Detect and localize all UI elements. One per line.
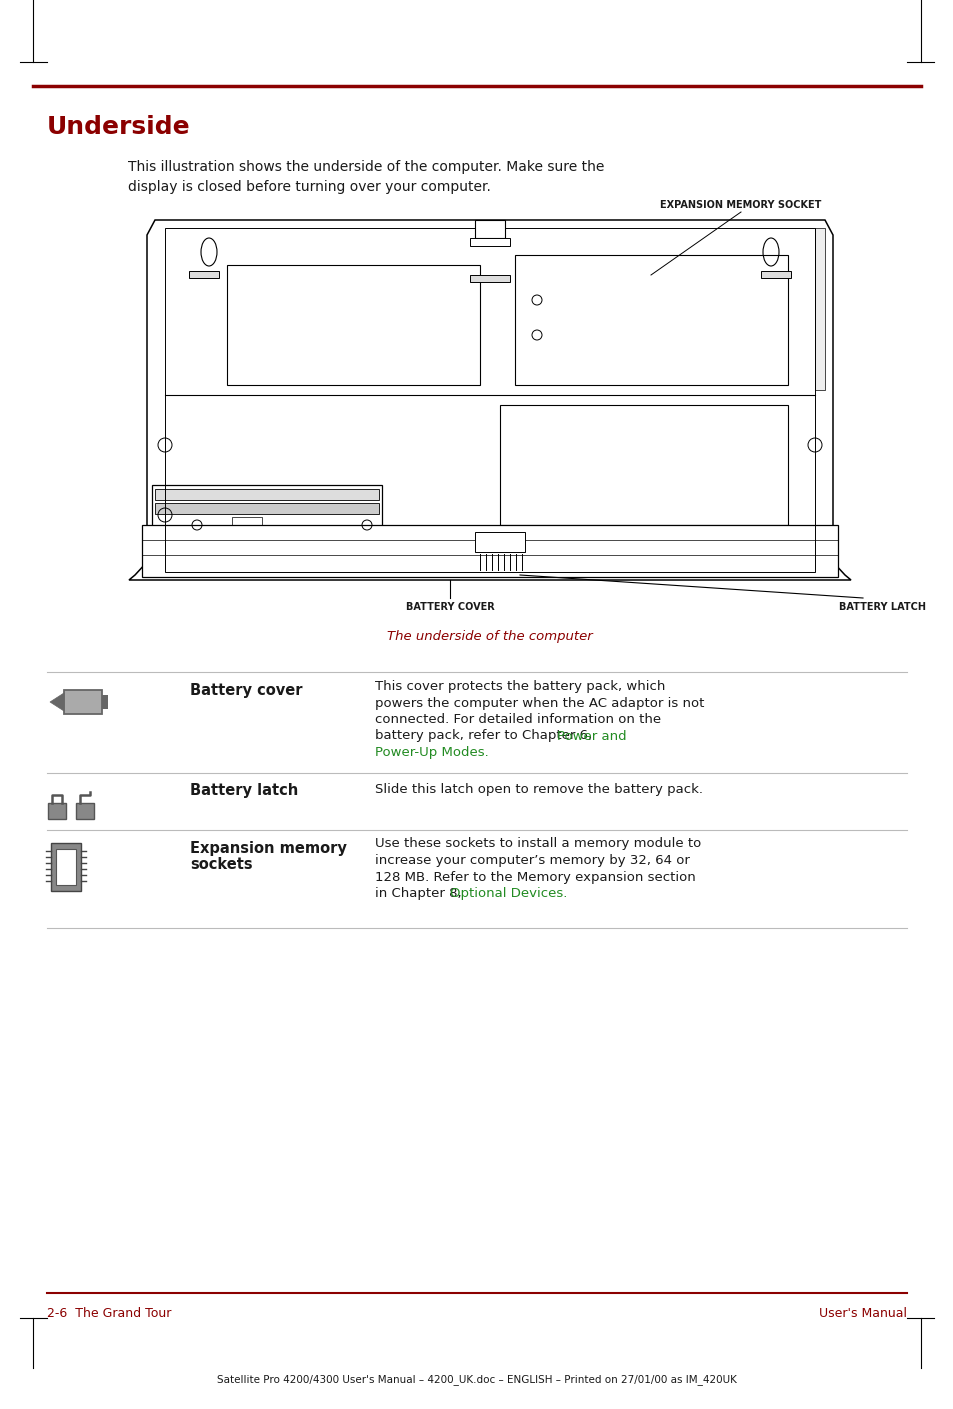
Text: BATTERY LATCH: BATTERY LATCH xyxy=(839,602,925,612)
Text: powers the computer when the AC adaptor is not: powers the computer when the AC adaptor … xyxy=(375,696,703,710)
Text: This illustration shows the underside of the computer. Make sure the: This illustration shows the underside of… xyxy=(128,161,604,173)
Text: EXPANSION MEMORY SOCKET: EXPANSION MEMORY SOCKET xyxy=(659,200,821,210)
Text: Power-Up Modes.: Power-Up Modes. xyxy=(375,745,488,759)
Text: The underside of the computer: The underside of the computer xyxy=(387,630,592,643)
Text: in Chapter 8,: in Chapter 8, xyxy=(375,888,465,900)
Text: 128 MB. Refer to the Memory expansion section: 128 MB. Refer to the Memory expansion se… xyxy=(375,871,695,883)
Bar xyxy=(475,533,524,552)
Text: 2-6  The Grand Tour: 2-6 The Grand Tour xyxy=(47,1308,172,1320)
Polygon shape xyxy=(50,693,64,712)
Bar xyxy=(470,275,510,282)
Text: Optional Devices.: Optional Devices. xyxy=(450,888,567,900)
Bar xyxy=(760,271,790,278)
Bar xyxy=(102,695,108,709)
Text: User's Manual: User's Manual xyxy=(818,1308,906,1320)
Text: battery pack, refer to Chapter 6,: battery pack, refer to Chapter 6, xyxy=(375,730,596,743)
Text: Expansion memory: Expansion memory xyxy=(190,841,347,855)
Bar xyxy=(470,238,510,247)
Bar xyxy=(154,503,378,514)
Text: connected. For detailed information on the: connected. For detailed information on t… xyxy=(375,713,660,726)
Text: This cover protects the battery pack, which: This cover protects the battery pack, wh… xyxy=(375,681,664,693)
Polygon shape xyxy=(129,220,850,581)
Text: Power and: Power and xyxy=(557,730,626,743)
Bar xyxy=(154,489,378,500)
Bar xyxy=(189,271,219,278)
Bar xyxy=(56,848,76,885)
Text: display is closed before turning over your computer.: display is closed before turning over yo… xyxy=(128,180,491,194)
Text: BATTERY COVER: BATTERY COVER xyxy=(405,602,494,612)
Text: Battery latch: Battery latch xyxy=(190,783,298,799)
Bar xyxy=(515,255,787,385)
Text: Battery cover: Battery cover xyxy=(190,683,302,697)
Text: Underside: Underside xyxy=(47,116,191,139)
Bar xyxy=(48,803,66,819)
Bar xyxy=(142,526,837,578)
Text: Slide this latch open to remove the battery pack.: Slide this latch open to remove the batt… xyxy=(375,783,702,796)
Bar xyxy=(504,435,535,504)
Bar xyxy=(510,442,530,497)
Bar xyxy=(475,220,504,238)
Bar xyxy=(51,843,81,890)
Bar xyxy=(499,404,787,526)
Bar xyxy=(76,803,94,819)
Bar xyxy=(64,690,102,714)
Bar xyxy=(814,228,824,390)
Text: Satellite Pro 4200/4300 User's Manual – 4200_UK.doc – ENGLISH – Printed on 27/01: Satellite Pro 4200/4300 User's Manual – … xyxy=(217,1375,736,1385)
Text: increase your computer’s memory by 32, 64 or: increase your computer’s memory by 32, 6… xyxy=(375,854,689,867)
Bar xyxy=(152,485,381,528)
Bar xyxy=(227,265,479,385)
Bar xyxy=(232,517,262,526)
Text: Use these sockets to install a memory module to: Use these sockets to install a memory mo… xyxy=(375,837,700,851)
Text: sockets: sockets xyxy=(190,857,253,872)
